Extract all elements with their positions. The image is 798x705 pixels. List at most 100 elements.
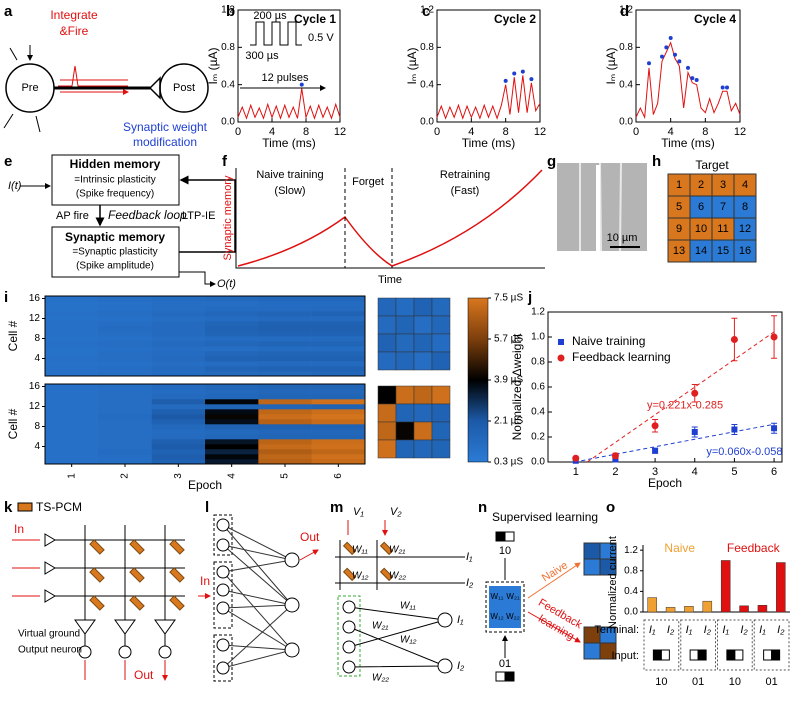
peak-marker [725,85,729,90]
heat-cell [311,404,366,410]
pixel [495,531,506,542]
group-box [717,619,753,671]
terminal-label: I₁ [649,624,656,636]
chart-title: Cycle 1 [294,12,336,26]
heat-cell [98,409,152,415]
heat-cell [258,454,312,460]
map-cell [377,315,397,335]
electrodes [579,162,622,252]
y-tick-label: 0.2 [531,432,545,443]
memory-curve [237,169,543,267]
label: W₂₁ [506,592,520,601]
input-label: 10 [729,676,741,688]
panel-k: TS-PCM In Virtual ground Output neuron O… [12,500,185,682]
map-cell [395,439,415,459]
plot-frame [635,9,741,123]
heat-cell [311,449,366,455]
y-tick-label: 0.8 [420,42,434,53]
synapse [148,76,161,100]
peak-marker [647,61,651,66]
x-tick-label: 4 [269,126,275,138]
label: I₂ [457,660,465,672]
x-tick-label: 0 [434,126,440,138]
heat-cell [311,439,366,445]
y-tick-label: 0.0 [619,117,633,128]
input-buffer [44,533,56,603]
bar [702,600,713,613]
heat-cell [151,444,206,450]
heat-cell [45,361,99,367]
heat-cell [98,399,152,405]
map-cell [413,421,433,441]
heat-cell [98,384,152,390]
pixel [763,649,773,661]
map-cell [377,439,397,459]
label: I₁ [457,614,464,626]
y-axis-label: Normalized Δweight [510,333,524,440]
map-cell [431,333,451,353]
input-label: 10 [655,676,667,688]
heat-cell [258,444,312,450]
input-label: 01 [692,676,704,688]
heat-cell [98,336,152,342]
heat-cell [258,306,312,312]
label: Naive training [256,169,323,181]
label: W₂₁ [389,545,405,556]
heat-cell [205,414,259,420]
heat-cell [98,296,152,302]
bar [720,560,731,613]
cell-label: 9 [676,223,682,235]
panel-m: V₁ V₂ W₁₁ W₂₁ W₁₂ W₂₂ I₁ I₂ W₁₁ W₂₁ W₁₂ … [335,506,474,684]
x-tick-label: 4 [468,126,474,138]
panel-label: j [527,289,532,306]
label: Post [173,82,195,94]
cell-label: 2 [698,179,704,191]
heat-cell [98,331,152,337]
map-cell [431,351,451,371]
heat-cell [98,459,152,465]
label: W₂₂ [389,571,406,582]
heat-cell [205,326,259,332]
map-cell [377,297,397,317]
heat-cell [258,301,312,307]
map-cell [377,403,397,423]
box [51,154,180,206]
heat-cell [151,296,206,302]
heat-cell [45,394,99,400]
y-tick-label: 1.2 [221,5,235,16]
heat-cell [205,371,259,377]
heat-cell [98,316,152,322]
plot-frame [44,295,366,377]
heat-cell [45,429,99,435]
heat-cell [258,449,312,455]
heat-cell [45,439,99,445]
point [652,447,659,454]
heat-cell [205,341,259,347]
heat-cell [205,361,259,367]
bar [739,605,749,613]
arrow [179,271,216,287]
y-tick-label: 4 [34,441,40,452]
heat-cell [311,366,366,372]
target-cell [733,239,757,263]
op-amp [74,619,176,635]
heat-cell [258,439,312,445]
panel-label: e [4,153,12,170]
heat-cell [151,306,206,312]
peak-marker [299,82,304,87]
heat-cell [45,296,99,302]
label: V₂ [390,506,402,518]
heat-cell [45,311,99,317]
map-cell [431,421,451,441]
label: 01 [499,658,511,670]
heat-cell [151,394,206,400]
cell-label: 16 [739,245,751,257]
label: Out [300,530,320,544]
x-tick-label: 5 [731,466,737,478]
heat-cell [151,459,206,465]
label: Virtual ground [18,629,80,640]
y-axis-label: Iₘ (µA) [604,47,618,84]
heat-cell [205,434,259,440]
heat-cell [151,316,206,322]
